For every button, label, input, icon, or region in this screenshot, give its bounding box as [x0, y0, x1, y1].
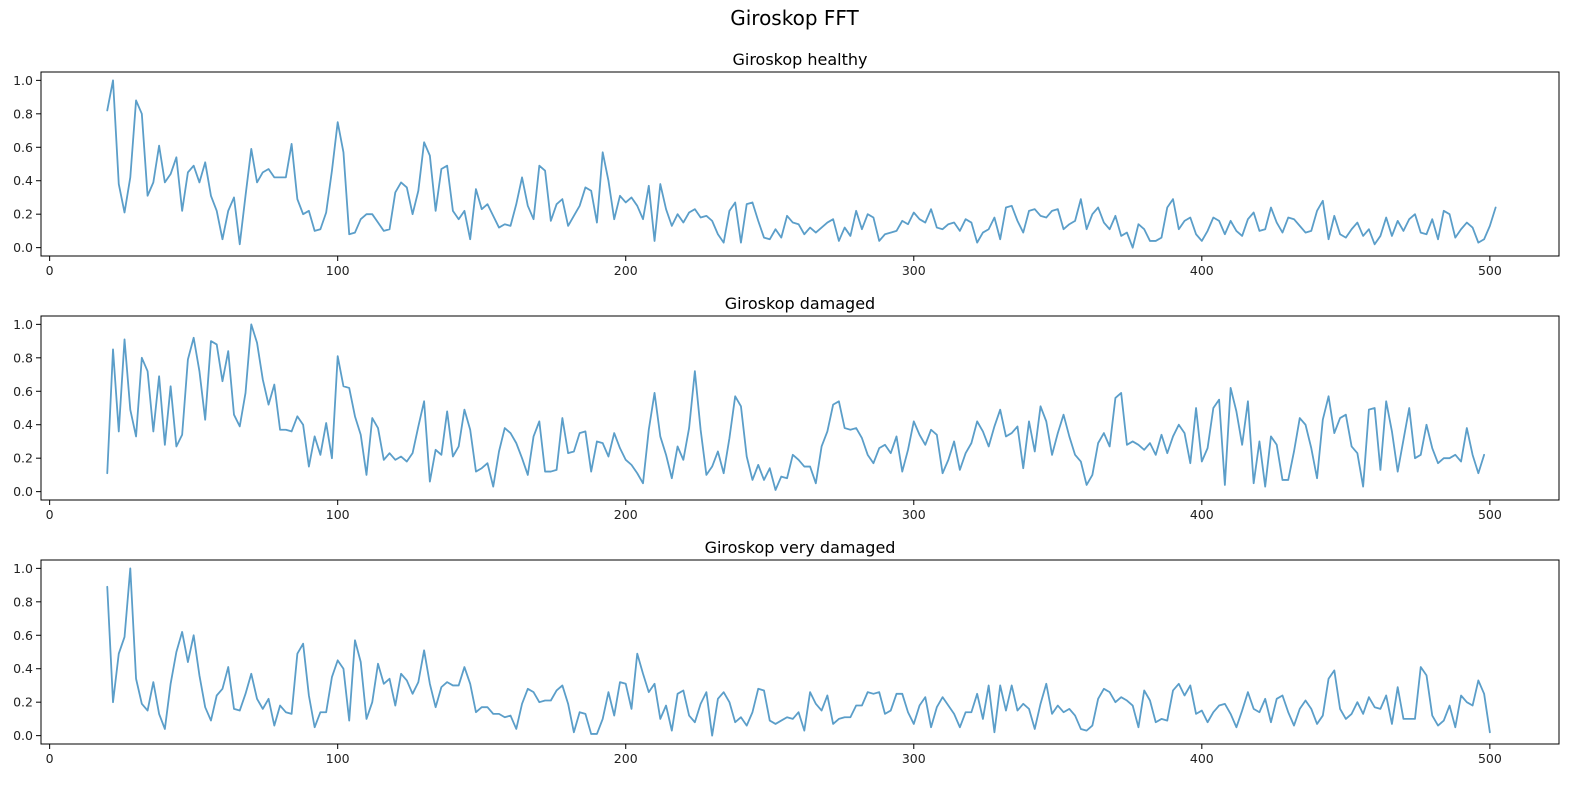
y-tick-label: 0.2 [13, 451, 33, 466]
x-tick-label: 500 [1478, 751, 1502, 766]
y-tick-label: 0.0 [13, 240, 33, 255]
y-tick-label: 0.4 [13, 417, 33, 432]
x-tick-label: 400 [1190, 751, 1214, 766]
y-tick-label: 1.0 [13, 317, 33, 332]
y-tick-label: 0.8 [13, 594, 33, 609]
x-tick-label: 0 [46, 751, 54, 766]
x-tick-label: 100 [326, 507, 350, 522]
x-tick-label: 200 [614, 263, 638, 278]
subplot-3: Giroskop very damaged 0 100 200 300 400 500 0.0… [13, 538, 1560, 766]
subplot-title: Giroskop damaged [725, 294, 875, 313]
x-tick-label: 100 [326, 263, 350, 278]
y-tick-label: 0.4 [13, 173, 33, 188]
y-tick-label: 0.0 [13, 484, 33, 499]
y-tick-label: 0.6 [13, 384, 33, 399]
axes-frame [40, 71, 1560, 257]
series-line [106, 323, 1486, 491]
y-tick-label: 0.2 [13, 695, 33, 710]
y-tick-label: 0.8 [13, 106, 33, 121]
x-tick-label: 300 [902, 263, 926, 278]
y-tick-label: 0.8 [13, 350, 33, 365]
y-tick-label: 1.0 [13, 73, 33, 88]
subplot-title: Giroskop healthy [732, 50, 867, 69]
subplot-2: Giroskop damaged 0 100 200 300 400 500 0.0 0.2 0.… [13, 294, 1560, 522]
figure-title: Giroskop FFT [730, 6, 859, 30]
axes-frame [40, 315, 1560, 501]
series-line [106, 79, 1497, 249]
x-tick-label: 200 [614, 751, 638, 766]
y-tick-label: 0.6 [13, 628, 33, 643]
x-tick-label: 500 [1478, 507, 1502, 522]
y-tick-label: 1.0 [13, 561, 33, 576]
x-tick-label: 100 [326, 751, 350, 766]
series-line [106, 567, 1491, 737]
y-tick-label: 0.4 [13, 661, 33, 676]
x-tick-label: 300 [902, 507, 926, 522]
x-tick-label: 400 [1190, 507, 1214, 522]
y-tick-label: 0.2 [13, 207, 33, 222]
y-tick-label: 0.6 [13, 140, 33, 155]
axes-frame [40, 559, 1560, 745]
subplots: Giroskop healthy 0 100 200 300 400 500 0.0 0.2 0.… [13, 50, 1560, 766]
x-tick-label: 500 [1478, 263, 1502, 278]
subplot-title: Giroskop very damaged [705, 538, 896, 557]
x-tick-label: 300 [902, 751, 926, 766]
subplot-1: Giroskop healthy 0 100 200 300 400 500 0.0 0.2 0.… [13, 50, 1560, 278]
x-tick-label: 400 [1190, 263, 1214, 278]
x-tick-label: 0 [46, 507, 54, 522]
y-tick-label: 0.0 [13, 728, 33, 743]
x-tick-label: 0 [46, 263, 54, 278]
x-tick-label: 200 [614, 507, 638, 522]
